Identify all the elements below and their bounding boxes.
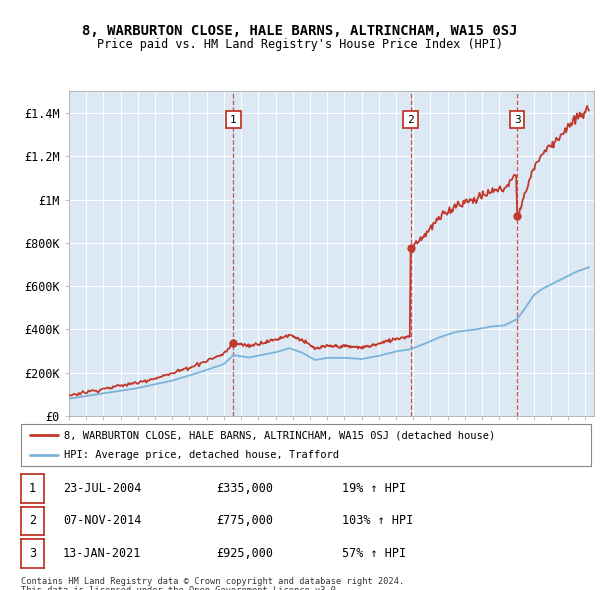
Text: 3: 3 <box>514 114 521 124</box>
Text: 3: 3 <box>29 547 36 560</box>
Text: Contains HM Land Registry data © Crown copyright and database right 2024.: Contains HM Land Registry data © Crown c… <box>21 578 404 586</box>
Text: This data is licensed under the Open Government Licence v3.0.: This data is licensed under the Open Gov… <box>21 586 341 590</box>
Text: 13-JAN-2021: 13-JAN-2021 <box>63 547 142 560</box>
Text: 103% ↑ HPI: 103% ↑ HPI <box>342 514 413 527</box>
Text: 19% ↑ HPI: 19% ↑ HPI <box>342 482 406 495</box>
Text: Price paid vs. HM Land Registry's House Price Index (HPI): Price paid vs. HM Land Registry's House … <box>97 38 503 51</box>
Text: £335,000: £335,000 <box>216 482 273 495</box>
Text: 23-JUL-2004: 23-JUL-2004 <box>63 482 142 495</box>
Text: 8, WARBURTON CLOSE, HALE BARNS, ALTRINCHAM, WA15 0SJ (detached house): 8, WARBURTON CLOSE, HALE BARNS, ALTRINCH… <box>64 430 495 440</box>
Text: 1: 1 <box>29 482 36 495</box>
Text: HPI: Average price, detached house, Trafford: HPI: Average price, detached house, Traf… <box>64 450 339 460</box>
Text: 2: 2 <box>29 514 36 527</box>
Text: 07-NOV-2014: 07-NOV-2014 <box>63 514 142 527</box>
Text: £775,000: £775,000 <box>216 514 273 527</box>
Text: 1: 1 <box>230 114 237 124</box>
Text: 2: 2 <box>407 114 414 124</box>
Text: 8, WARBURTON CLOSE, HALE BARNS, ALTRINCHAM, WA15 0SJ: 8, WARBURTON CLOSE, HALE BARNS, ALTRINCH… <box>82 24 518 38</box>
Text: £925,000: £925,000 <box>216 547 273 560</box>
Text: 57% ↑ HPI: 57% ↑ HPI <box>342 547 406 560</box>
